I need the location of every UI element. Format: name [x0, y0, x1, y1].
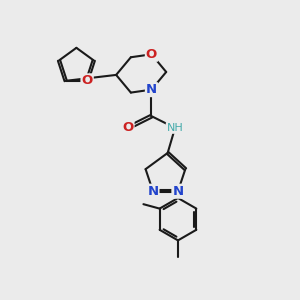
Text: O: O	[82, 74, 93, 87]
Text: NH: NH	[167, 123, 183, 133]
Text: N: N	[147, 185, 158, 198]
Text: N: N	[172, 185, 184, 198]
Text: O: O	[122, 122, 134, 134]
Text: O: O	[146, 48, 157, 61]
Text: N: N	[146, 83, 157, 96]
